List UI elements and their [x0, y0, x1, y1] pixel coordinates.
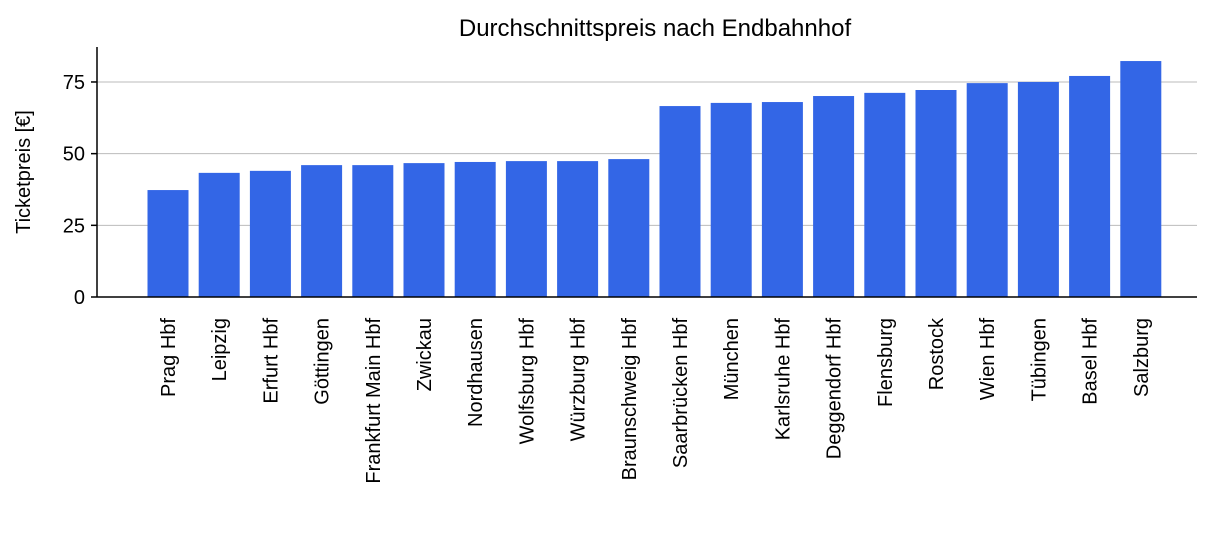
- x-tick-label: Leipzig: [209, 318, 231, 381]
- x-tick-label: Würzburg Hbf: [568, 318, 590, 442]
- chart-title: Durchschnittspreis nach Endbahnhof: [459, 15, 852, 42]
- bar: [915, 90, 957, 298]
- x-tick-label: Göttingen: [312, 318, 334, 405]
- y-tick-label: 75: [63, 72, 85, 94]
- bar: [864, 92, 906, 298]
- y-tick-label: 50: [63, 144, 85, 166]
- x-tick-label: München: [721, 318, 743, 400]
- x-tick-label: Erfurt Hbf: [260, 318, 282, 404]
- bar: [557, 161, 599, 297]
- bar: [813, 96, 855, 297]
- x-tick-label: Tübingen: [1028, 318, 1050, 401]
- bar: [710, 102, 752, 297]
- y-tick-label: 25: [63, 215, 85, 237]
- x-tick-label: Zwickau: [414, 318, 436, 391]
- x-tick-label: Nordhausen: [465, 318, 487, 427]
- x-tick-label: Karlsruhe Hbf: [772, 318, 794, 441]
- x-tick-label: Prag Hbf: [158, 318, 180, 397]
- bar: [1017, 81, 1059, 297]
- x-tick-label: Braunschweig Hbf: [619, 318, 641, 481]
- x-tick-label: Wien Hbf: [977, 318, 999, 401]
- x-tick-label: Flensburg: [875, 318, 897, 407]
- bar: [454, 161, 496, 297]
- x-tick-label: Rostock: [926, 317, 948, 390]
- bar: [147, 190, 189, 297]
- x-tick-label: Salzburg: [1131, 318, 1153, 397]
- x-tick-label: Saarbrücken Hbf: [670, 318, 692, 469]
- bar: [659, 106, 701, 297]
- bar: [505, 161, 547, 297]
- bar: [301, 165, 343, 297]
- bar: [403, 163, 445, 297]
- bar: [608, 159, 650, 297]
- y-tick-label: 0: [74, 287, 85, 309]
- bar: [761, 102, 803, 297]
- bar: [198, 172, 240, 297]
- x-tick-label: Frankfurt Main Hbf: [363, 318, 385, 484]
- bar: [1120, 61, 1162, 298]
- bar: [352, 165, 394, 297]
- y-axis-label: Ticketpreis [€]: [13, 110, 35, 234]
- x-tick-label: Deggendorf Hbf: [824, 318, 846, 460]
- bar: [249, 170, 291, 297]
- x-tick-label: Basel Hbf: [1080, 318, 1102, 405]
- bar: [1069, 75, 1111, 297]
- x-tick-label: Wolfsburg Hbf: [516, 318, 538, 445]
- bar: [966, 83, 1008, 297]
